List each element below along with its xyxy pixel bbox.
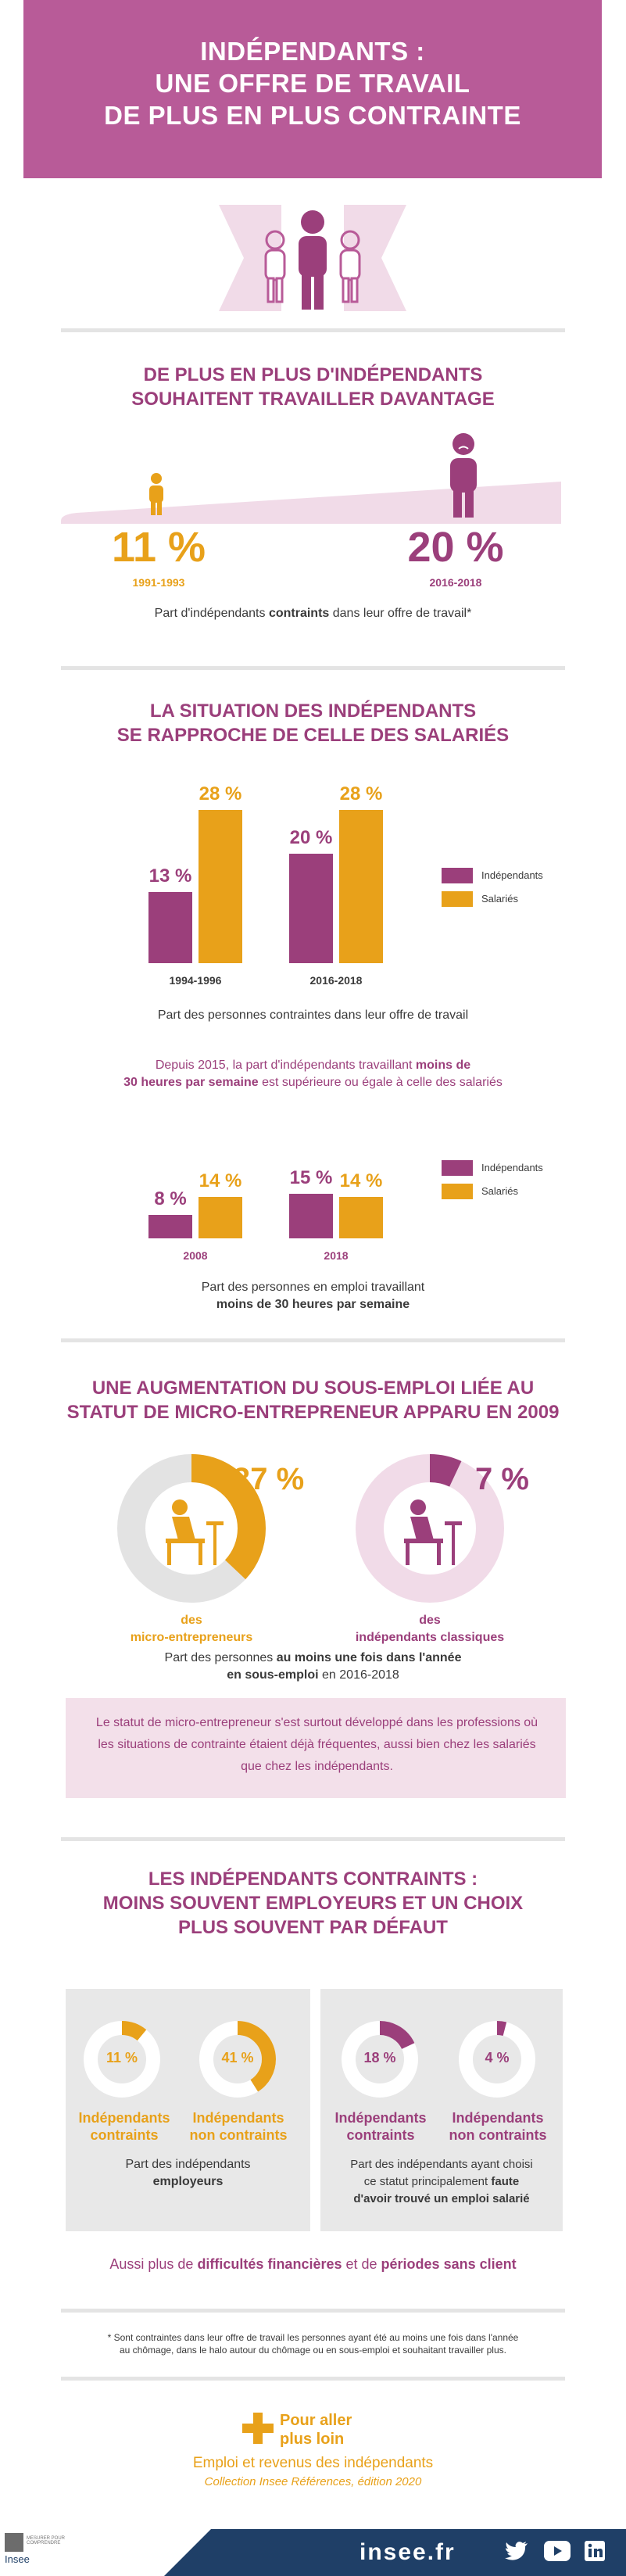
section1-title: DE PLUS EN PLUS D'INDÉPENDANTS SOUHAITEN… <box>131 364 495 410</box>
chart-contraints: 13 % 28 % 1994-1996 20 % 28 % 2016-2018 <box>148 766 399 987</box>
bar-value-label: 14 % <box>339 1170 383 1191</box>
separator <box>61 328 565 332</box>
legend-swatch-salaries <box>442 891 473 907</box>
bar-value-label: 8 % <box>154 1188 187 1209</box>
footnote: * Sont contraintes dans leur offre de tr… <box>107 2332 519 2356</box>
legend-label: Indépendants <box>481 1162 543 1173</box>
info-box-text: Le statut de micro-entrepreneur s'est su… <box>95 1716 538 1773</box>
donut-employeurs-non-contraints <box>199 2021 276 2098</box>
insee-logo-tagline: MESURER POUR COMPRENDRE <box>27 2536 66 2546</box>
stat-classiques-label: des indépendants classiques <box>355 1614 505 1644</box>
separator <box>61 2309 565 2313</box>
section2-title: LA SITUATION DES INDÉPENDANTS SE RAPPROC… <box>116 700 510 746</box>
bar-independants <box>289 854 333 963</box>
site-link[interactable]: insee.fr <box>360 2539 456 2565</box>
info-box <box>66 1698 566 1798</box>
legend-swatch-independants <box>442 1160 473 1176</box>
stat-classiques-value: 7 % <box>475 1462 529 1496</box>
legend-swatch-independants <box>442 868 473 883</box>
more-subtitle: Collection Insee Références, édition 202… <box>204 2475 422 2488</box>
legend-swatch-salaries <box>442 1184 473 1199</box>
stat-2016-period: 2016-2018 <box>429 576 482 589</box>
separator <box>61 1837 565 1841</box>
category-label: 2008 <box>183 1249 208 1262</box>
bar-value-label: 15 % <box>289 1167 333 1188</box>
separator <box>61 1338 565 1342</box>
separator <box>61 666 565 670</box>
separator <box>61 2377 565 2381</box>
section3-title: UNE AUGMENTATION DU SOUS-EMPLOI LIÉE AU … <box>66 1378 560 1423</box>
bar-salaries <box>339 810 383 963</box>
insee-logo <box>5 2533 23 2552</box>
legend-label: Salariés <box>481 1185 518 1197</box>
category-label: 2016-2018 <box>309 974 363 987</box>
donut-label: Indépendants non contraints <box>189 2110 288 2143</box>
chart1-caption: Part des personnes contraintes dans leur… <box>157 1009 469 1022</box>
stat-micro-value: 37 % <box>233 1462 305 1496</box>
section3-caption: Part des personnes au moins une fois dan… <box>164 1651 462 1682</box>
donut-label: Indépendants contraints <box>78 2110 170 2143</box>
chart-moins-30h: 8 % 14 % 2008 15 % 14 % 2018 <box>148 1121 399 1274</box>
donut-value: 41 % <box>221 2050 254 2065</box>
plus-icon <box>242 2413 274 2444</box>
section4-title: LES INDÉPENDANTS CONTRAINTS : MOINS SOUV… <box>102 1868 524 1938</box>
chart2-intro: Depuis 2015, la part d'indépendants trav… <box>123 1059 503 1089</box>
bar-salaries <box>339 1196 383 1238</box>
category-label: 2018 <box>324 1249 349 1262</box>
bar-independants <box>148 892 192 963</box>
legend-label: Indépendants <box>481 869 543 881</box>
donut-value: 4 % <box>485 2050 510 2065</box>
stat-1991-value: 11 % <box>111 524 206 571</box>
page-title: INDÉPENDANTS : UNE OFFRE DE TRAVAIL DE P… <box>104 37 521 130</box>
donut-defaut-non-contraints <box>459 2021 535 2098</box>
youtube-icon[interactable] <box>544 2541 571 2561</box>
donut-label: Indépendants non contraints <box>449 2110 547 2143</box>
donut-label: Indépendants contraints <box>334 2110 427 2143</box>
bar-value-label: 28 % <box>199 783 242 804</box>
donut-value: 11 % <box>106 2050 138 2065</box>
donut-employeurs-contraints <box>84 2021 160 2098</box>
more-label[interactable]: Pour aller plus loin <box>280 2412 352 2448</box>
header-banner <box>23 0 602 178</box>
legend-label: Salariés <box>481 893 518 905</box>
category-label: 1994-1996 <box>169 974 222 987</box>
growth-illustration <box>61 433 561 524</box>
people-illustration <box>219 205 406 311</box>
donut-defaut-contraints <box>342 2021 418 2098</box>
footer-band <box>164 2529 626 2576</box>
stat-2016-value: 20 % <box>407 524 504 571</box>
donut-micro-entrepreneurs <box>117 1454 266 1603</box>
panel-defaut-caption: Part des indépendants ayant choisi ce st… <box>350 2158 533 2205</box>
bar-independants <box>148 1214 192 1238</box>
bar-value-label: 20 % <box>289 827 333 848</box>
stat-micro-label: des micro-entrepreneurs <box>130 1614 253 1644</box>
section4-also: Aussi plus de difficultés financières et… <box>109 2256 517 2272</box>
bar-value-label: 13 % <box>148 865 192 887</box>
bar-salaries <box>199 1196 242 1238</box>
bar-value-label: 14 % <box>199 1170 242 1191</box>
twitter-icon[interactable] <box>505 2541 528 2561</box>
insee-logo-text: Insee <box>5 2553 30 2565</box>
panel-employeurs-caption: Part des indépendants employeurs <box>125 2158 251 2188</box>
donut-value: 18 % <box>363 2050 396 2065</box>
more-title[interactable]: Emploi et revenus des indépendants <box>192 2455 434 2471</box>
bar-value-label: 28 % <box>339 783 383 804</box>
stat-1991-period: 1991-1993 <box>132 576 185 589</box>
linkedin-icon[interactable] <box>585 2541 605 2561</box>
section1-caption: Part d'indépendants contraints dans leur… <box>154 607 472 620</box>
bar-salaries <box>199 810 242 963</box>
bar-independants <box>289 1194 333 1238</box>
donut-independants-classiques <box>356 1454 504 1603</box>
chart2-caption: Part des personnes en emploi travaillant… <box>201 1281 425 1311</box>
